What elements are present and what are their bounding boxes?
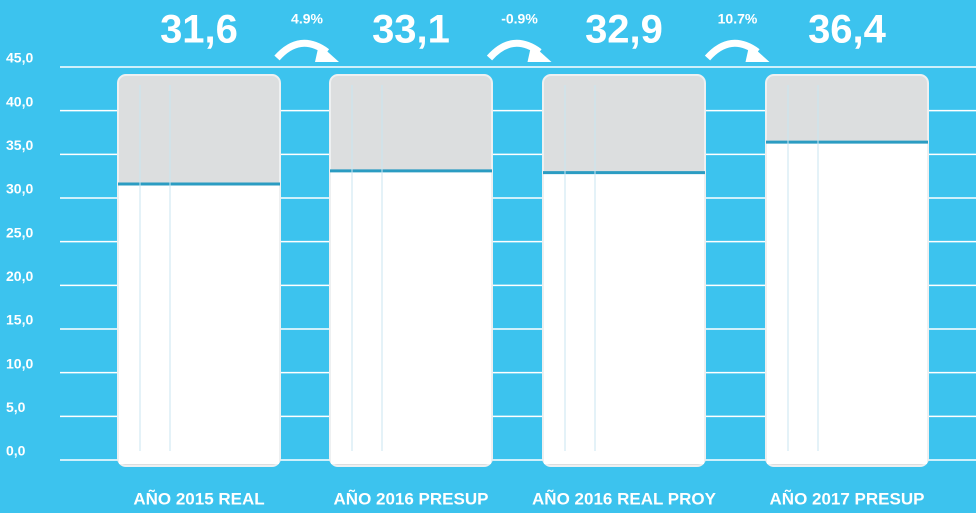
x-tick-label: AÑO 2015 REAL xyxy=(133,488,264,508)
change-label: 10.7% xyxy=(718,11,758,27)
x-tick-label: AÑO 2016 PRESUP xyxy=(334,488,489,508)
arrow-head xyxy=(315,44,339,62)
bar xyxy=(119,184,279,464)
y-tick-label: 10,0 xyxy=(6,355,33,371)
y-tick-label: 15,0 xyxy=(6,312,33,328)
value-label: 36,4 xyxy=(808,8,887,52)
arrow-head xyxy=(745,44,770,62)
y-tick-label: 45,0 xyxy=(6,50,33,66)
bar xyxy=(544,172,704,464)
bar xyxy=(767,142,927,464)
y-tick-label: 20,0 xyxy=(6,268,33,284)
change-label: -0.9% xyxy=(501,11,538,27)
x-tick-label: AÑO 2017 PRESUP xyxy=(770,488,925,508)
change-label: 4.9% xyxy=(291,11,323,27)
y-tick-label: 5,0 xyxy=(6,399,26,415)
value-label: 33,1 xyxy=(372,8,450,52)
arrow-head xyxy=(527,44,552,62)
y-tick-label: 0,0 xyxy=(6,443,26,459)
y-tick-label: 40,0 xyxy=(6,93,33,109)
value-label: 32,9 xyxy=(585,8,663,52)
y-tick-label: 35,0 xyxy=(6,137,33,153)
y-tick-label: 25,0 xyxy=(6,224,33,240)
bar xyxy=(331,170,491,464)
y-tick-label: 30,0 xyxy=(6,181,33,197)
value-label: 31,6 xyxy=(160,8,238,52)
x-tick-label: AÑO 2016 REAL PROY xyxy=(532,488,717,508)
